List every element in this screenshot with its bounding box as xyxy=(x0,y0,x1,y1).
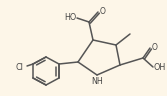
Text: HO: HO xyxy=(64,14,76,22)
Text: Cl: Cl xyxy=(15,62,23,72)
Text: NH: NH xyxy=(91,77,103,86)
Text: O: O xyxy=(100,7,106,15)
Text: OH: OH xyxy=(154,63,166,72)
Text: O: O xyxy=(152,43,158,51)
